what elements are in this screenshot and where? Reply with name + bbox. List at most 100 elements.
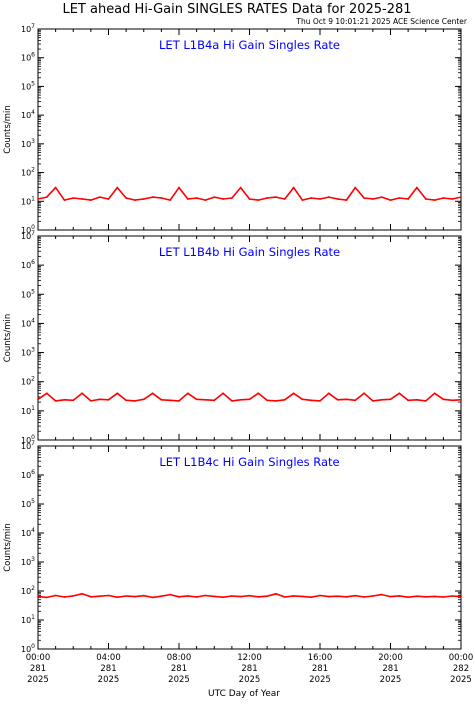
data-point xyxy=(371,399,374,402)
data-point xyxy=(433,392,436,395)
data-point xyxy=(116,186,119,189)
data-point xyxy=(275,592,277,595)
x-tick-label-doy: 281 xyxy=(241,664,257,674)
y-tick-label: 106 xyxy=(21,52,35,63)
x-tick-label-time: 00:00 xyxy=(26,653,51,663)
data-point xyxy=(81,592,83,595)
x-tick-label-time: 08:00 xyxy=(167,653,192,663)
data-point xyxy=(151,596,154,599)
data-point xyxy=(169,593,172,596)
y-tick-label: 107 xyxy=(21,23,35,34)
data-point xyxy=(424,595,427,598)
y-tick-label: 101 xyxy=(21,195,35,206)
data-point xyxy=(54,399,57,402)
plot-frame xyxy=(37,445,462,650)
x-tick-label-time: 16:00 xyxy=(308,653,333,663)
x-tick-label-doy: 281 xyxy=(382,664,398,674)
x-tick-label-year: 2025 xyxy=(27,675,49,685)
y-tick-label: 105 xyxy=(21,80,35,91)
data-point xyxy=(389,199,392,201)
data-point xyxy=(63,596,66,598)
data-point xyxy=(72,197,75,199)
y-tick-label: 105 xyxy=(21,288,35,299)
x-tick-label-time: 12:00 xyxy=(237,653,262,663)
x-axis-label: UTC Day of Year xyxy=(208,689,280,699)
data-point xyxy=(37,595,39,598)
data-point xyxy=(98,595,101,598)
x-tick-label-year: 2025 xyxy=(98,675,120,685)
y-axis-label: Counts/min xyxy=(3,105,13,154)
data-point xyxy=(125,197,128,199)
data-point xyxy=(451,595,454,597)
data-point xyxy=(345,199,348,201)
data-point xyxy=(257,392,260,395)
data-point xyxy=(239,186,242,189)
data-point xyxy=(424,399,427,402)
data-point xyxy=(151,392,154,395)
x-tick-label-year: 2025 xyxy=(450,675,472,685)
data-point xyxy=(257,199,260,201)
data-point xyxy=(195,596,198,598)
data-point xyxy=(416,186,418,189)
panel-3: 100 101 102 103 104 105 106 107 Counts/min LET L1… xyxy=(3,440,462,654)
data-point xyxy=(169,199,172,201)
data-point xyxy=(107,594,110,597)
y-tick-label: 104 xyxy=(21,317,35,328)
data-point xyxy=(292,186,295,189)
panel-title: LET L1B4c Hi Gain Singles Rate xyxy=(159,455,339,469)
data-point xyxy=(424,198,427,200)
data-point xyxy=(354,594,357,597)
data-point xyxy=(125,595,128,597)
x-tick-label-doy: 281 xyxy=(30,664,46,674)
data-point xyxy=(239,398,242,401)
data-point xyxy=(98,196,101,198)
data-point xyxy=(442,197,445,199)
data-point xyxy=(310,596,313,599)
data-point xyxy=(327,595,330,598)
data-point xyxy=(380,196,383,198)
data-point xyxy=(63,398,66,401)
data-point xyxy=(275,399,277,402)
data-point xyxy=(63,199,66,201)
y-tick-label: 104 xyxy=(21,109,35,120)
data-point xyxy=(398,197,401,199)
data-point xyxy=(336,595,339,598)
x-tick-label-doy: 281 xyxy=(171,664,187,674)
x-tick-label-doy: 281 xyxy=(312,664,328,674)
data-point xyxy=(380,398,383,401)
panel-title: LET L1B4a Hi Gain Singles Rate xyxy=(159,38,340,52)
x-tick-label-year: 2025 xyxy=(168,675,190,685)
data-point xyxy=(283,596,286,598)
data-point xyxy=(442,398,445,401)
data-point xyxy=(178,595,180,598)
data-point xyxy=(230,197,233,199)
data-point xyxy=(327,196,330,198)
data-point xyxy=(407,596,410,599)
data-point xyxy=(433,595,436,598)
data-point xyxy=(283,398,286,401)
y-tick-label: 101 xyxy=(21,614,35,625)
panel-1: 100 101 102 103 104 105 106 107 Counts/min LET L1… xyxy=(3,23,462,235)
data-point xyxy=(134,595,136,598)
data-point xyxy=(292,392,295,395)
data-point xyxy=(230,595,233,597)
data-point xyxy=(398,392,401,395)
data-point xyxy=(107,198,110,200)
data-point xyxy=(160,595,163,598)
data-point xyxy=(248,594,251,597)
data-point xyxy=(45,196,48,198)
data-point xyxy=(204,398,207,401)
data-point xyxy=(72,399,75,402)
x-tick-label-time: 20:00 xyxy=(378,653,403,663)
data-point xyxy=(266,399,269,402)
data-point xyxy=(186,392,189,395)
data-point xyxy=(239,595,242,598)
data-point xyxy=(363,392,365,395)
data-point xyxy=(98,398,101,401)
data-point xyxy=(292,594,295,597)
x-tick-label-doy: 281 xyxy=(100,664,116,674)
data-point xyxy=(398,594,401,597)
data-point xyxy=(283,198,286,200)
y-tick-label: 105 xyxy=(21,498,35,509)
data-point xyxy=(116,596,119,599)
